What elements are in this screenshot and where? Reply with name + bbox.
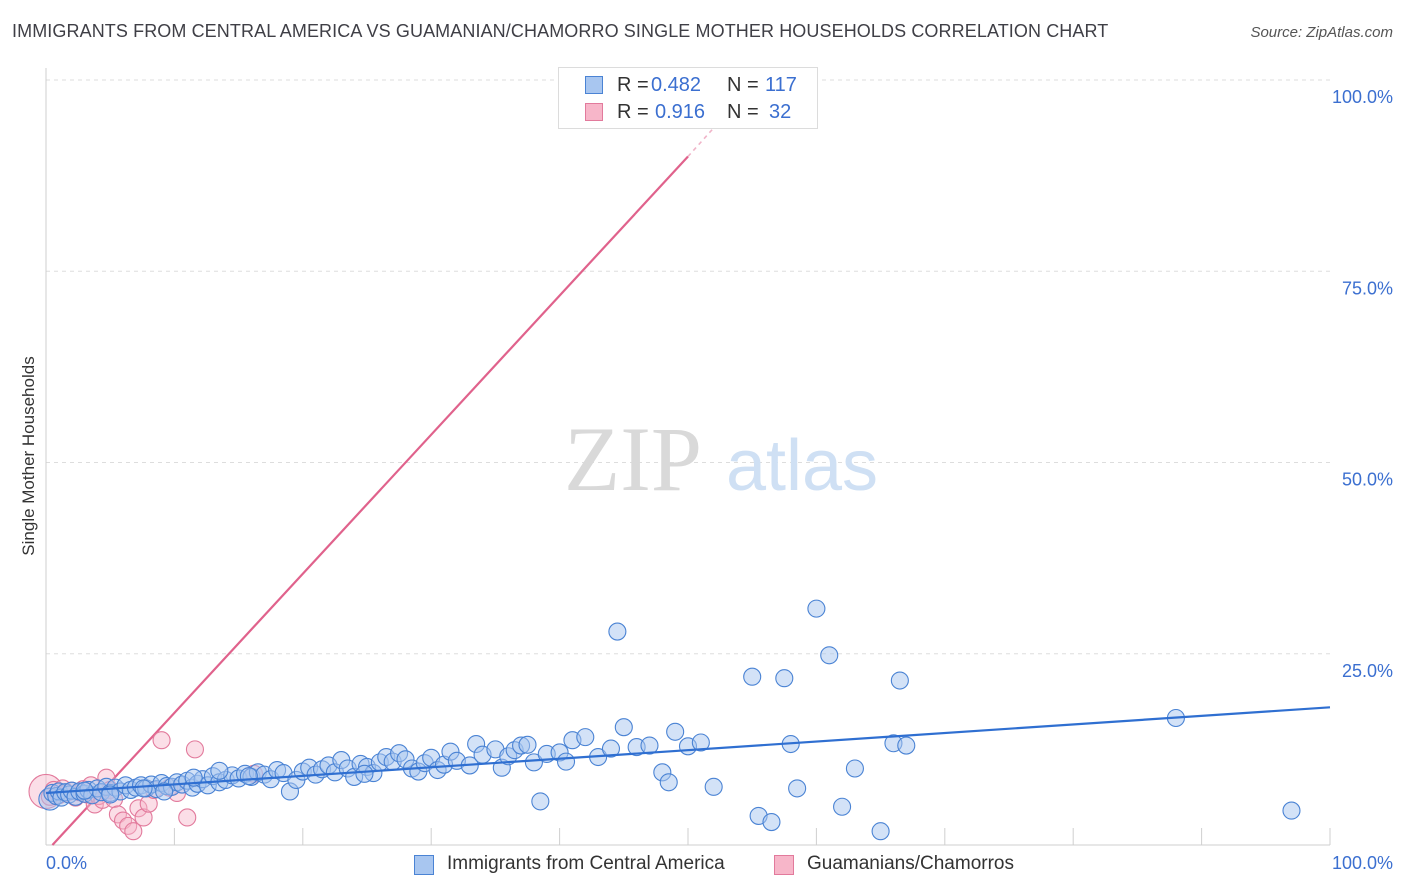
legend-label: Guamanians/Chamorros xyxy=(807,853,1014,874)
legend-swatch-blue xyxy=(414,855,434,875)
data-point-central-america xyxy=(833,797,852,816)
source-label: Source: ZipAtlas.com xyxy=(1250,24,1393,41)
data-point-central-america xyxy=(556,752,576,771)
legend-r-value: 0.482 xyxy=(651,74,702,96)
points-central-america xyxy=(38,599,1301,841)
legend-r-label: R = xyxy=(617,101,649,123)
data-point-central-america xyxy=(239,767,258,786)
legend-label: Immigrants from Central America xyxy=(447,853,725,874)
y-tick-label: 75.0% xyxy=(1342,278,1393,298)
y-axis-label: Single Mother Households xyxy=(19,356,38,556)
data-point-guamanian xyxy=(124,822,143,841)
data-point-central-america xyxy=(788,779,807,798)
data-point-guamanian xyxy=(134,808,153,827)
legend-n-value: 117 xyxy=(765,74,797,96)
x-tick-label: 0.0% xyxy=(46,853,87,873)
data-point-central-america xyxy=(134,779,153,798)
correlation-legend: R = 0.482 N = 117 R = 0.916 N = 32 xyxy=(558,67,818,129)
data-point-guamanian xyxy=(178,808,197,827)
data-point-central-america xyxy=(155,782,174,801)
data-point-central-america xyxy=(210,761,229,780)
watermark-zip: ZIP xyxy=(564,408,702,510)
x-tick-label: 100.0% xyxy=(1332,853,1393,873)
data-point-central-america xyxy=(845,759,864,778)
y-tick-labels: 25.0% 50.0% 75.0% 100.0% xyxy=(1332,87,1393,681)
data-point-central-america xyxy=(576,728,595,747)
data-point-central-america xyxy=(614,718,633,737)
data-point-guamanian xyxy=(129,799,148,818)
legend-r-value: 0.916 xyxy=(655,101,706,123)
trendline-guamanian xyxy=(51,155,689,846)
legend-swatch-blue xyxy=(585,76,603,94)
data-point-central-america xyxy=(704,777,723,796)
legend-swatch-pink xyxy=(774,855,794,875)
data-point-central-america xyxy=(743,667,762,686)
y-tick-label: 25.0% xyxy=(1342,661,1393,681)
data-point-central-america xyxy=(659,773,678,792)
y-tick-label: 100.0% xyxy=(1332,87,1393,107)
data-point-guamanian xyxy=(152,731,171,750)
data-point-central-america xyxy=(666,722,685,741)
data-point-central-america xyxy=(890,671,909,690)
data-point-central-america xyxy=(355,764,374,783)
data-point-central-america xyxy=(1282,801,1301,820)
data-point-central-america xyxy=(820,646,839,665)
watermark: ZIP atlas xyxy=(564,408,878,510)
data-point-central-america xyxy=(691,733,710,752)
data-point-central-america xyxy=(518,735,537,754)
data-point-central-america xyxy=(640,736,659,755)
data-point-central-america xyxy=(608,622,627,641)
data-point-central-america xyxy=(524,753,543,772)
series-legend: Immigrants from Central America Guamania… xyxy=(0,851,1406,879)
data-point-central-america xyxy=(871,822,890,841)
trendline-central-america xyxy=(45,706,1331,795)
legend-swatch-pink xyxy=(585,103,603,121)
legend-n-label: N = xyxy=(727,74,759,96)
trendline-central-america-group xyxy=(45,706,1331,795)
axes xyxy=(45,68,1331,846)
chart-title: IMMIGRANTS FROM CENTRAL AMERICA VS GUAMA… xyxy=(12,21,1109,41)
watermark-atlas: atlas xyxy=(726,426,878,506)
legend-n-value: 32 xyxy=(769,101,792,123)
gridlines xyxy=(46,79,1330,655)
legend-n-label: N = xyxy=(727,101,759,123)
data-point-central-america xyxy=(601,739,621,758)
data-point-guamanian xyxy=(119,816,138,835)
y-tick-label: 50.0% xyxy=(1342,470,1393,490)
data-point-central-america xyxy=(775,669,794,688)
legend-r-label: R = xyxy=(617,74,649,96)
data-point-central-america xyxy=(762,812,781,832)
x-tick-labels: 0.0% 100.0% xyxy=(46,853,1393,873)
data-point-central-america xyxy=(101,785,120,804)
data-point-central-america xyxy=(897,736,916,755)
data-point-central-america xyxy=(807,599,826,618)
data-point-central-america xyxy=(531,792,550,811)
data-point-guamanian xyxy=(185,740,204,759)
